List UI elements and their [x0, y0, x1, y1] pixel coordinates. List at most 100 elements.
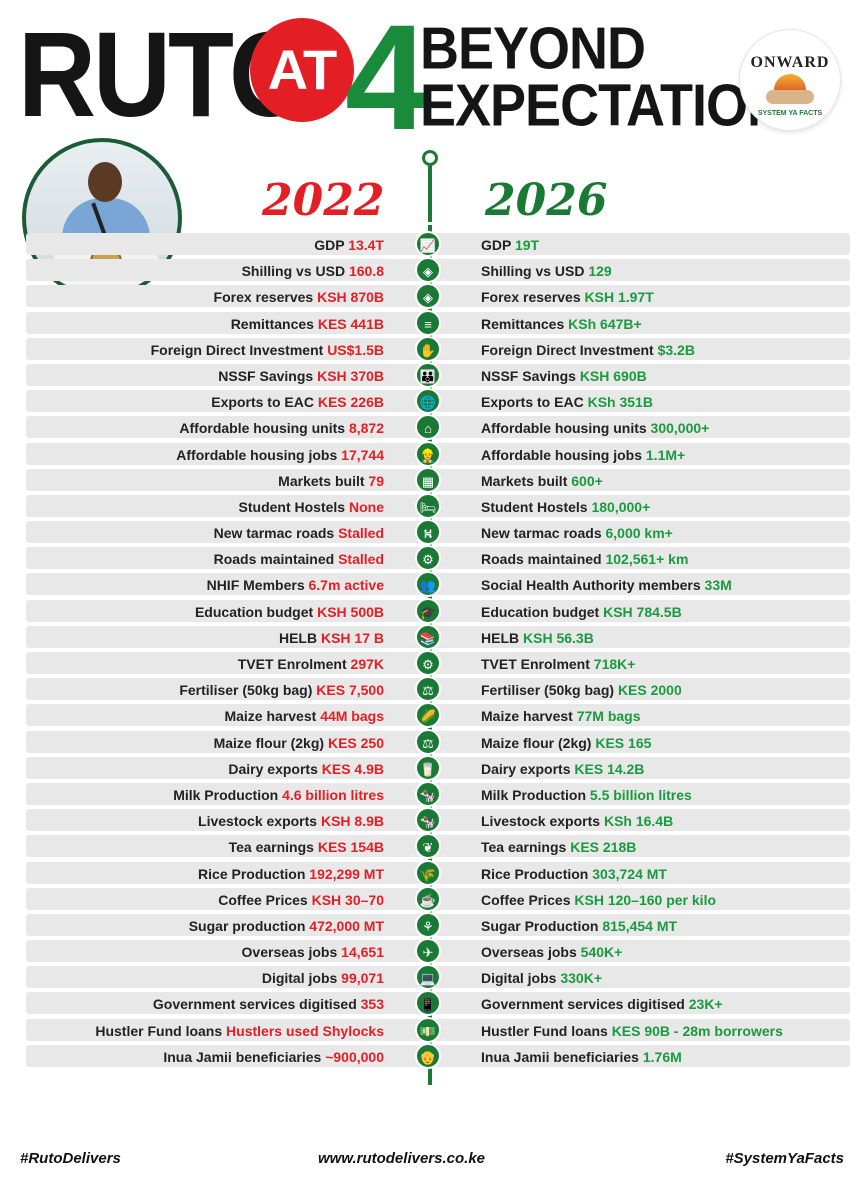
row-after-value: 330K+	[560, 970, 602, 987]
row-before-value: Stalled	[338, 551, 384, 568]
row-after: Remittances KSh 647B+	[481, 314, 642, 334]
row-before-label: Milk Production	[173, 786, 279, 803]
comparison-row: Student Hostels None 🛏 Student Hostels 180…	[26, 492, 850, 519]
row-before: Markets built 79	[278, 471, 384, 491]
comparison-row: Hustler Fund loans Hustlers used Shylock…	[26, 1016, 850, 1043]
reserve-cube-icon: ◈	[415, 283, 441, 310]
row-before-value: 192,299 MT	[309, 865, 384, 882]
row-after: Sugar Production 815,454 MT	[481, 916, 677, 936]
comparison-row: Shilling vs USD 160.8 ◈ Shilling vs USD 12…	[26, 257, 850, 284]
row-before: Affordable housing jobs 17,744	[176, 445, 384, 465]
comparison-row: NHIF Members 6.7m active 👥 Social Health A…	[26, 571, 850, 598]
comparison-row: New tarmac roads Stalled ⛕ New tarmac road…	[26, 519, 850, 546]
title-subheading: BEYOND EXPECTATION	[420, 19, 786, 136]
row-after-label: Milk Production	[481, 786, 586, 803]
comparison-row: Maize harvest 44M bags 🌽 Maize harvest 77M…	[26, 702, 850, 729]
bed-icon: 🛏	[415, 492, 441, 519]
row-after: TVET Enrolment 718K+	[481, 654, 635, 674]
row-before-value: 472,000 MT	[309, 917, 384, 934]
row-before-label: NSSF Savings	[218, 367, 314, 384]
row-after-value: KSH 56.3B	[523, 629, 594, 646]
comparison-row: Overseas jobs 14,651 ✈ Overseas jobs 540K+	[26, 938, 850, 965]
row-after-value: $3.2B	[657, 341, 695, 358]
road-maintenance-icon: ⚙	[415, 545, 441, 572]
market-stall-icon: ▦	[415, 466, 441, 493]
row-after-value: 815,454 MT	[602, 917, 678, 934]
row-after: GDP 19T	[481, 235, 539, 255]
row-after-value: KSh 16.4B	[603, 813, 674, 830]
row-after-value: 1.1M+	[645, 446, 686, 463]
row-after: HELB KSH 56.3B	[481, 628, 594, 648]
rice-plant-icon: 🌾	[415, 859, 441, 886]
row-after-value: KES 218B	[570, 839, 637, 856]
row-after-label: Education budget	[481, 603, 600, 620]
row-before-value: 4.6 billion litres	[282, 786, 384, 803]
row-after-value: 540K+	[580, 944, 623, 961]
coins-stack-icon: ≡	[415, 309, 441, 336]
row-before-value: 99,071	[341, 970, 384, 987]
comparison-row: Forex reserves KSH 870B ◈ Forex reserves K…	[26, 283, 850, 310]
row-before: Milk Production 4.6 billion litres	[173, 785, 384, 805]
row-before-label: Dairy exports	[228, 760, 318, 777]
row-before: Inua Jamii beneficiaries ~900,000	[163, 1047, 384, 1067]
row-before: Digital jobs 99,071	[262, 968, 384, 988]
row-after: Maize harvest 77M bags	[481, 706, 641, 726]
row-after: Markets built 600+	[481, 471, 603, 491]
row-after-label: Roads maintained	[481, 551, 602, 568]
row-after-value: 180,000+	[591, 498, 651, 515]
row-before-label: Livestock exports	[198, 813, 318, 830]
row-after-label: Shilling vs USD	[481, 263, 585, 280]
row-before: Tea earnings KES 154B	[229, 837, 384, 857]
row-before-value: KSH 370B	[317, 367, 384, 384]
website-link[interactable]: www.rutodelivers.co.ke	[318, 1150, 485, 1167]
row-before: Maize flour (2kg) KES 250	[214, 733, 384, 753]
row-before-value: 79	[368, 472, 384, 489]
row-before-label: Affordable housing units	[179, 420, 346, 437]
gear-icon: ⚙	[415, 650, 441, 676]
row-before-label: Hustler Fund loans	[95, 1022, 223, 1039]
comparison-row: TVET Enrolment 297K ⚙ TVET Enrolment 718K+	[26, 650, 850, 676]
row-after: Fertiliser (50kg bag) KES 2000	[481, 680, 682, 700]
timeline-top-stem	[428, 162, 432, 222]
hashtag-system-ya-facts: #SystemYaFacts	[725, 1150, 844, 1167]
handshake-icon	[766, 90, 814, 104]
row-before-label: Remittances	[230, 315, 314, 332]
row-after-label: NSSF Savings	[481, 367, 576, 384]
hashtag-ruto-delivers: #RutoDelivers	[20, 1150, 121, 1167]
row-after-value: KSH 120–160 per kilo	[574, 891, 717, 908]
comparison-row: Rice Production 192,299 MT 🌾 Rice Producti…	[26, 859, 850, 886]
row-after-value: 23K+	[688, 996, 723, 1013]
row-after-value: 33M	[704, 577, 732, 594]
row-before-label: Government services digitised	[152, 996, 357, 1013]
comparison-row: Government services digitised 353 📱 Govern…	[26, 990, 850, 1017]
investment-hand-icon: ✋	[415, 335, 441, 362]
year-before: 2022	[262, 175, 385, 226]
row-before-label: Exports to EAC	[211, 394, 314, 411]
row-before-label: Markets built	[278, 472, 365, 489]
row-after-value: 5.5 billion litres	[589, 786, 692, 803]
row-after-label: Tea earnings	[481, 839, 567, 856]
row-before: Exports to EAC KES 226B	[211, 392, 384, 412]
year-after: 2026	[485, 175, 608, 226]
books-icon: 📚	[415, 623, 441, 650]
row-after-label: Digital jobs	[481, 970, 557, 987]
row-before-label: HELB	[278, 629, 318, 646]
row-after-label: Dairy exports	[481, 760, 571, 777]
row-after-label: Overseas jobs	[481, 944, 577, 961]
row-after: Hustler Fund loans KES 90B - 28m borrowe…	[481, 1021, 783, 1041]
row-before-value: KES 441B	[317, 315, 384, 332]
row-before: GDP 13.4T	[314, 235, 384, 255]
sugarcane-icon: ⚘	[415, 911, 441, 938]
row-after: Livestock exports KSh 16.4B	[481, 811, 673, 831]
row-after-value: 303,724 MT	[592, 865, 667, 882]
row-before: Student Hostels None	[239, 497, 384, 517]
comparison-row: NSSF Savings KSH 370B 👪 NSSF Savings KSH 6…	[26, 361, 850, 388]
row-before-value: 8,872	[348, 420, 384, 437]
row-after: Overseas jobs 540K+	[481, 942, 622, 962]
row-after: Shilling vs USD 129	[481, 261, 612, 281]
row-after: Exports to EAC KSh 351B	[481, 392, 653, 412]
row-before: HELB KSH 17 B	[279, 628, 384, 648]
row-before-label: Affordable housing jobs	[176, 446, 338, 463]
row-after-label: TVET Enrolment	[481, 656, 590, 672]
row-before: Remittances KES 441B	[231, 314, 384, 334]
